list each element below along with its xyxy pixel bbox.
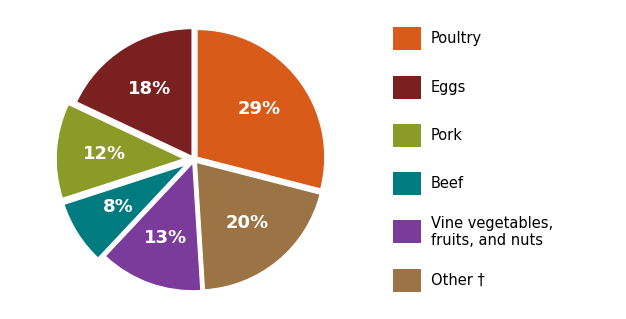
Text: Beef: Beef	[431, 176, 464, 191]
Wedge shape	[105, 163, 201, 291]
Text: Eggs: Eggs	[431, 80, 466, 95]
FancyBboxPatch shape	[393, 124, 421, 147]
Text: 13%: 13%	[145, 228, 188, 247]
FancyBboxPatch shape	[393, 27, 421, 50]
FancyBboxPatch shape	[393, 220, 421, 243]
Text: Vine vegetables,
fruits, and nuts: Vine vegetables, fruits, and nuts	[431, 216, 553, 248]
Wedge shape	[76, 29, 192, 156]
Text: 29%: 29%	[238, 100, 281, 118]
Text: Pork: Pork	[431, 128, 463, 143]
FancyBboxPatch shape	[393, 76, 421, 99]
Wedge shape	[197, 30, 325, 189]
Text: Other †: Other †	[431, 272, 485, 288]
Text: 12%: 12%	[83, 145, 126, 163]
Wedge shape	[197, 162, 320, 290]
Text: 18%: 18%	[128, 80, 172, 99]
Wedge shape	[56, 105, 184, 198]
Wedge shape	[64, 165, 185, 258]
Text: 8%: 8%	[103, 198, 134, 216]
Text: 20%: 20%	[225, 214, 269, 233]
FancyBboxPatch shape	[393, 269, 421, 292]
Text: Poultry: Poultry	[431, 31, 482, 47]
FancyBboxPatch shape	[393, 172, 421, 195]
